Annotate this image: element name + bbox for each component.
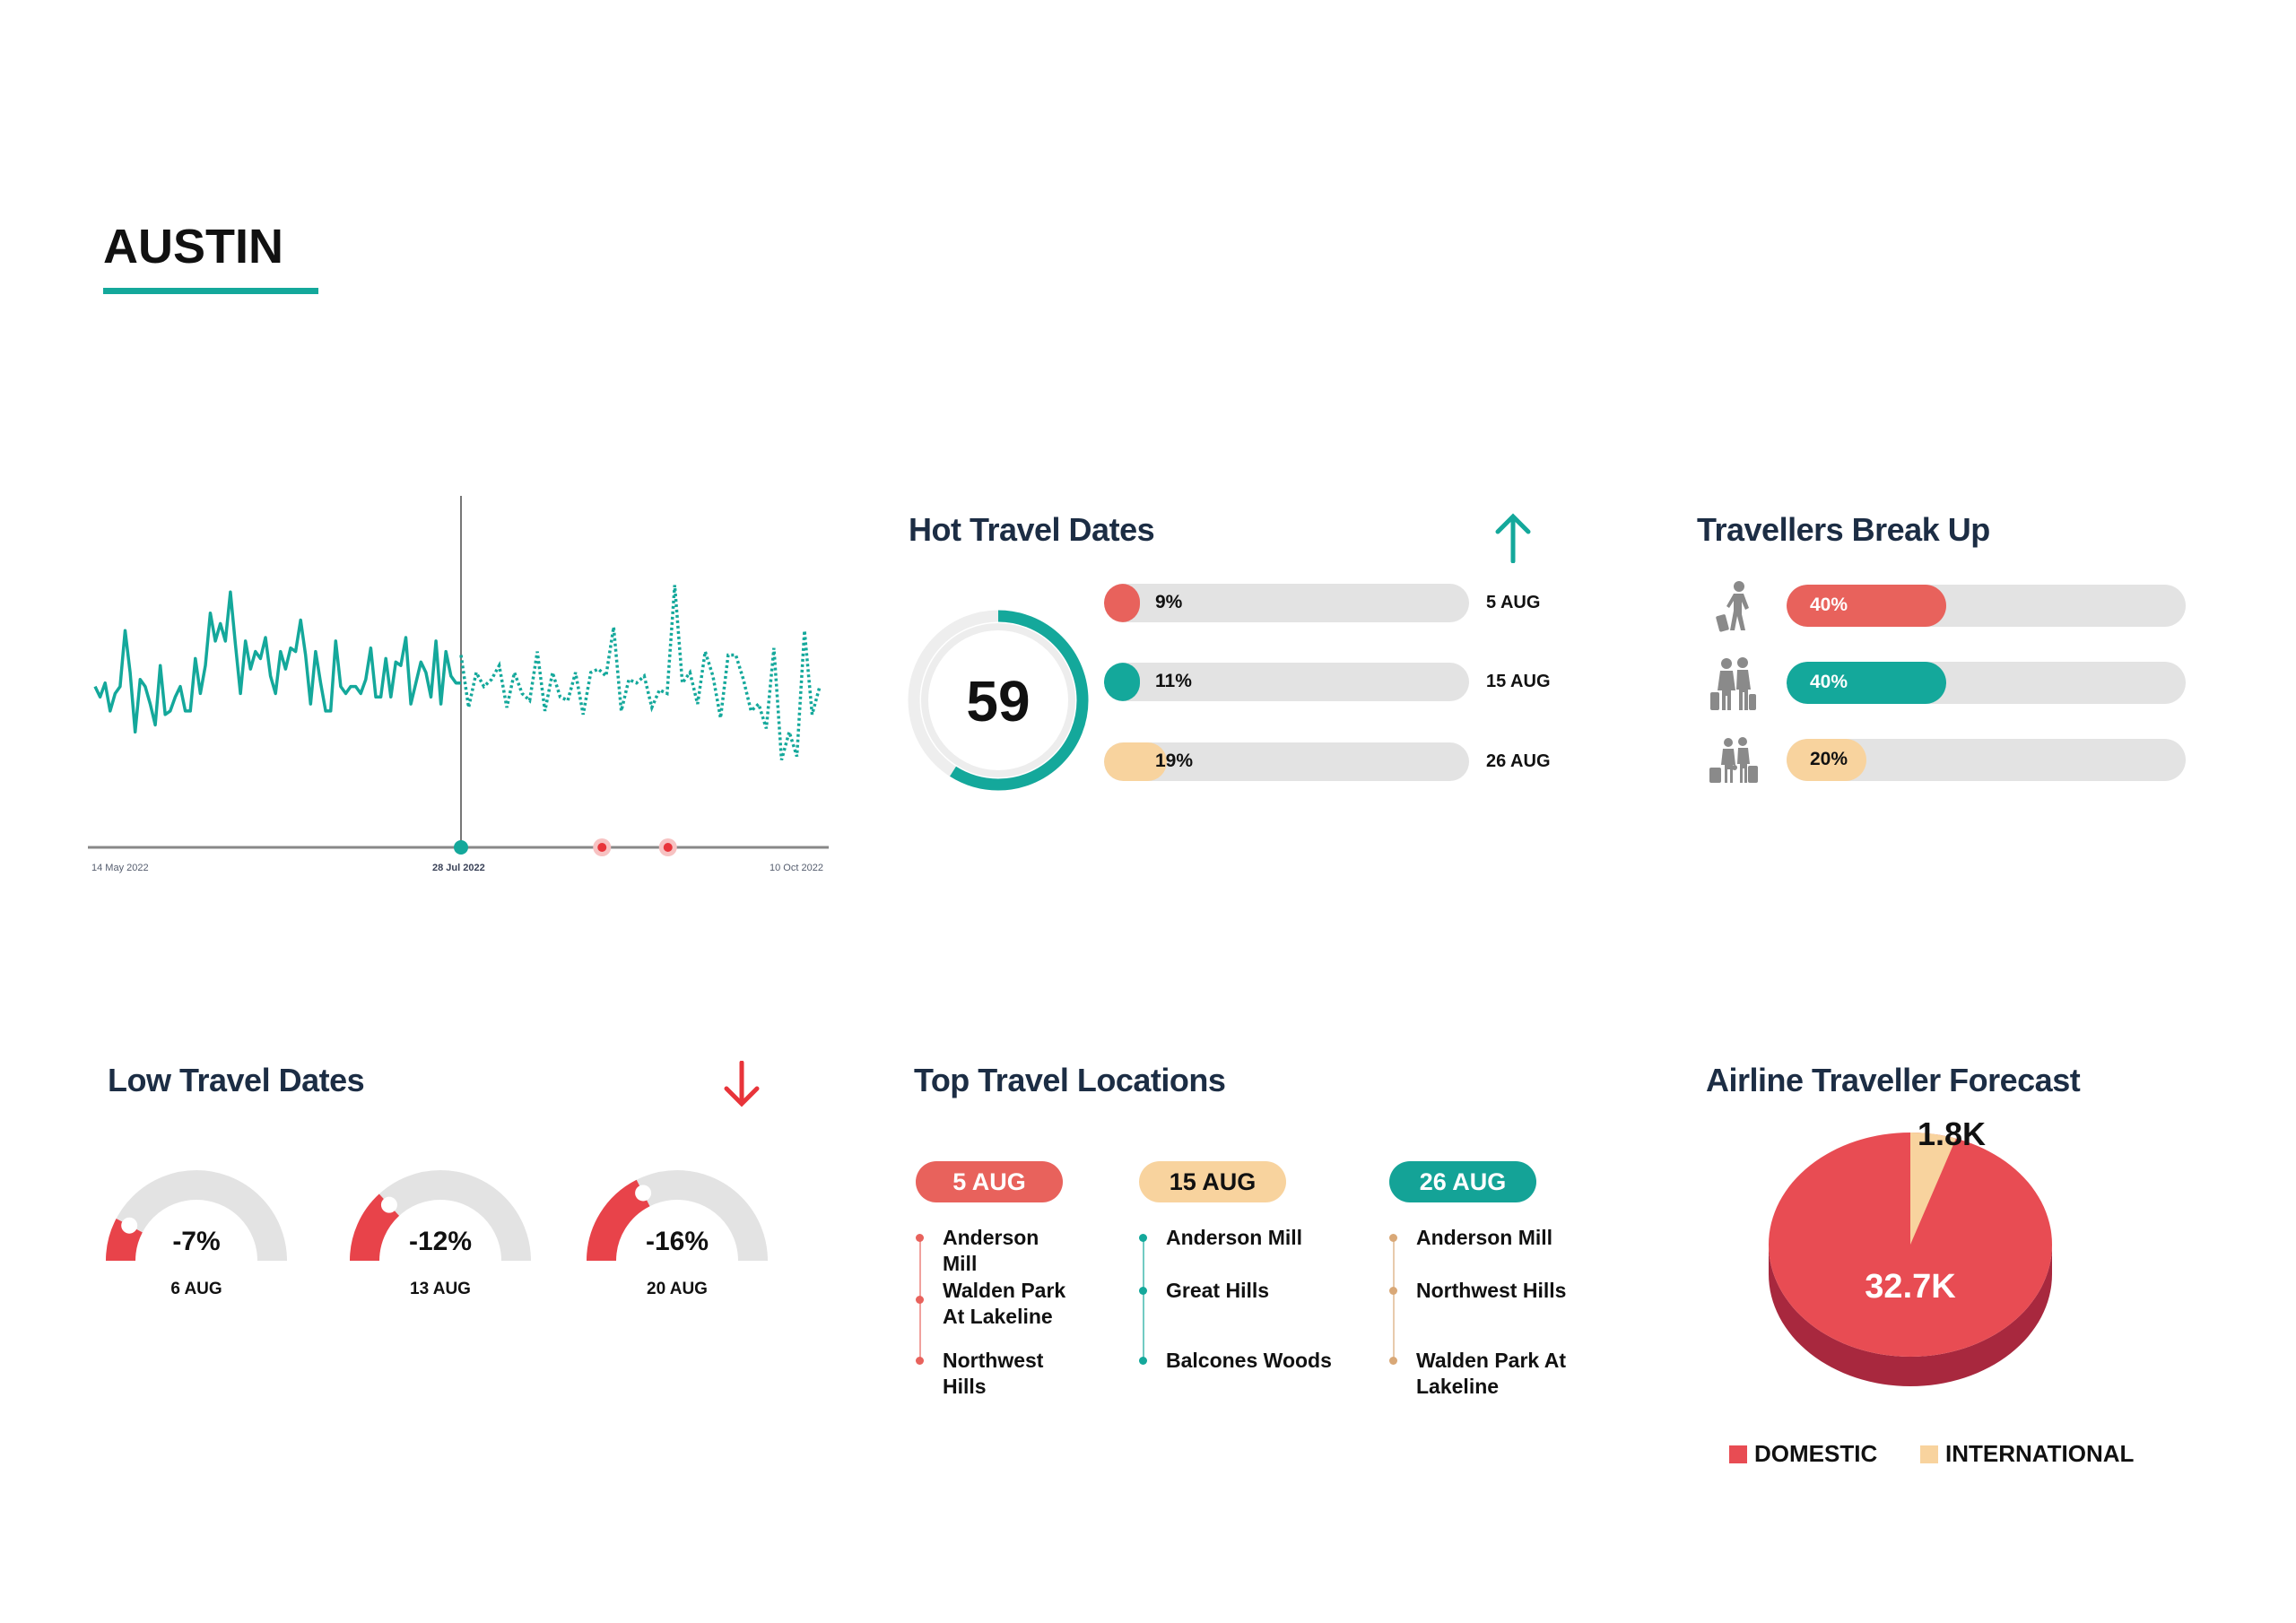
low-date-gauge xyxy=(350,1170,531,1262)
location-item: Anderson Mill xyxy=(1166,1226,1303,1249)
family-traveller-icon xyxy=(1709,737,1758,783)
traveller-pct: 40% xyxy=(1810,672,1848,692)
location-item: Northwest Hills xyxy=(943,1349,1044,1398)
traveller-bar xyxy=(1787,662,2186,704)
pie-side-domestic xyxy=(1769,1245,2052,1386)
low-date-gauge xyxy=(106,1170,287,1262)
pie-label-domestic: 32.7K xyxy=(1865,1268,1956,1306)
travellers-break-up-title: Travellers Break Up xyxy=(1697,511,1990,548)
gauge-date: 13 AUG xyxy=(410,1280,471,1298)
trend-line-chart xyxy=(88,496,829,856)
hot-date-bar xyxy=(1104,584,1469,622)
traveller-bar-fill xyxy=(1787,585,1946,627)
gauge-fill xyxy=(587,1179,651,1262)
hot-date-label: 5 AUG xyxy=(1486,593,1541,612)
date-pill[interactable]: 15 AUG xyxy=(1139,1161,1286,1202)
date-pill[interactable]: 5 AUG xyxy=(916,1161,1063,1202)
traveller-bar xyxy=(1787,585,2186,627)
hot-date-pct: 9% xyxy=(1155,592,1183,612)
pie-slice-international xyxy=(1910,1133,1956,1245)
hot-date-bar-fill xyxy=(1104,663,1141,701)
x-tick-start: 14 May 2022 xyxy=(91,863,149,873)
actual-series-line xyxy=(93,590,461,734)
forecast-series-line xyxy=(459,585,822,760)
timeline-dot xyxy=(916,1234,924,1242)
marker-event xyxy=(663,843,673,852)
timeline-dot xyxy=(916,1357,924,1365)
low-date-gauge xyxy=(587,1170,768,1262)
timeline-dot xyxy=(1139,1234,1147,1242)
location-item: Anderson Mill xyxy=(943,1226,1039,1275)
legend-label-domestic: DOMESTIC xyxy=(1754,1440,1878,1467)
hot-date-bar-fill xyxy=(1104,742,1167,781)
timeline-line xyxy=(1393,1236,1395,1359)
pie-label-international: 1.8K xyxy=(1918,1115,1987,1152)
hot-travel-dates-title: Hot Travel Dates xyxy=(909,511,1155,548)
traveller-bar-fill xyxy=(1787,662,1946,704)
traveller-pct: 40% xyxy=(1810,595,1848,615)
timeline-dot xyxy=(1139,1357,1147,1365)
legend-label-international: INTERNATIONAL xyxy=(1945,1440,2135,1467)
location-item: Walden Park At Lakeline xyxy=(1416,1349,1566,1398)
x-tick-split: 28 Jul 2022 xyxy=(432,863,485,873)
traveller-bar-fill xyxy=(1787,739,1866,781)
gauge-knob xyxy=(380,1196,397,1213)
date-pill[interactable]: 26 AUG xyxy=(1389,1161,1536,1202)
hot-date-bar xyxy=(1104,663,1469,701)
marker-today xyxy=(454,840,468,855)
gauge-value: -7% xyxy=(172,1227,221,1256)
timeline-line xyxy=(1143,1236,1144,1359)
hot-date-pct: 11% xyxy=(1155,671,1192,691)
timeline-dot xyxy=(1389,1287,1397,1295)
hot-date-label: 26 AUG xyxy=(1486,751,1551,771)
top-travel-locations-title: Top Travel Locations xyxy=(914,1062,1226,1098)
timeline-dot xyxy=(1139,1287,1147,1295)
hot-date-pct: 19% xyxy=(1155,751,1194,771)
score-ring xyxy=(908,610,1089,791)
location-item: Great Hills xyxy=(1166,1279,1270,1302)
legend-swatch-international xyxy=(1920,1445,1938,1463)
location-item: Anderson Mill xyxy=(1416,1226,1553,1249)
arrow-up-icon xyxy=(1495,513,1531,563)
airline-pie-chart xyxy=(1769,1133,2052,1386)
gauge-value: -12% xyxy=(408,1227,473,1256)
gauge-fill xyxy=(350,1193,400,1262)
page-title: AUSTIN xyxy=(103,220,283,273)
location-item: Walden Park At Lakeline xyxy=(943,1279,1066,1328)
arrow-down-icon xyxy=(724,1061,760,1107)
solo-traveller-icon xyxy=(1716,581,1749,632)
gauge-knob xyxy=(121,1217,138,1234)
low-travel-dates-title: Low Travel Dates xyxy=(108,1062,365,1098)
traveller-pct: 20% xyxy=(1810,749,1848,769)
traveller-bar xyxy=(1787,739,2186,781)
ring-inner-track xyxy=(921,623,1075,777)
hot-date-bar xyxy=(1104,742,1469,781)
hot-date-bar-fill xyxy=(1104,584,1140,622)
legend-swatch-domestic xyxy=(1729,1445,1747,1463)
gauge-knob xyxy=(635,1185,652,1202)
gauge-value: -16% xyxy=(645,1227,709,1256)
timeline-dot xyxy=(916,1296,924,1304)
location-item: Balcones Woods xyxy=(1166,1349,1332,1372)
ring-progress xyxy=(908,610,1089,791)
x-tick-end: 10 Oct 2022 xyxy=(770,863,823,873)
timeline-dot xyxy=(1389,1357,1397,1365)
marker-event xyxy=(597,843,607,852)
couple-traveller-icon xyxy=(1710,657,1756,710)
hot-date-label: 15 AUG xyxy=(1486,672,1551,691)
airline-forecast-title: Airline Traveller Forecast xyxy=(1706,1062,2081,1098)
title-underline xyxy=(103,288,318,294)
score-value: 59 xyxy=(966,669,1031,733)
location-item: Northwest Hills xyxy=(1416,1279,1567,1302)
timeline-dot xyxy=(1389,1234,1397,1242)
gauge-date: 6 AUG xyxy=(170,1280,222,1298)
gauge-date: 20 AUG xyxy=(647,1280,708,1298)
